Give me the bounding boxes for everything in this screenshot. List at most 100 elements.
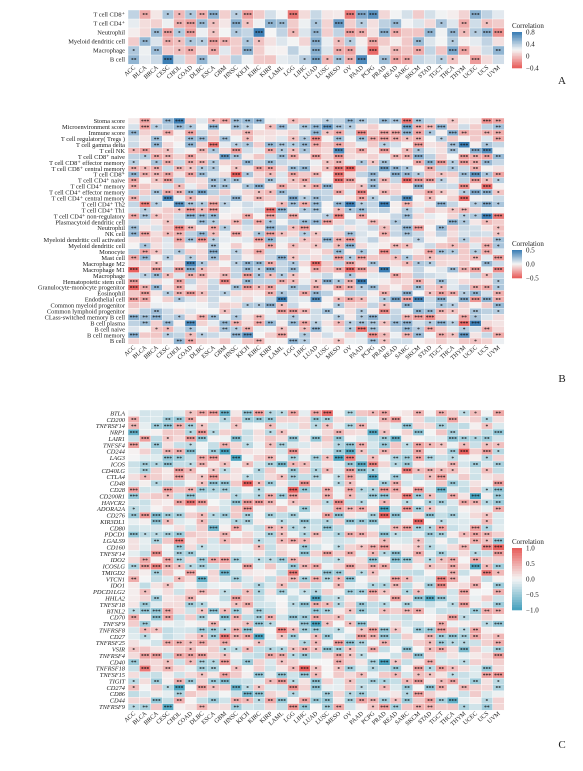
heatmap-cell [287,422,300,430]
heatmap-cell [332,195,345,202]
heatmap-cell [173,633,186,641]
heatmap-cell [435,537,448,545]
significance-mark: ** [142,40,148,46]
heatmap-cell [389,290,402,297]
significance-mark: * [326,131,329,137]
heatmap-cell [446,18,459,29]
heatmap-cell [218,620,231,628]
heatmap-cell [458,428,471,436]
heatmap-cell [241,337,254,345]
heatmap-cell [161,45,174,56]
heatmap-cell [367,165,380,172]
heatmap-cell [481,36,493,47]
heatmap-cell [150,18,163,29]
heatmap-cell [321,266,334,274]
heatmap-cell [298,448,311,456]
heatmap-cell [298,511,311,519]
heatmap-cell [492,690,505,698]
heatmap-cell [344,499,357,507]
heatmap-cell [355,36,368,47]
heatmap-cell [275,639,288,647]
heatmap-cell [310,582,323,590]
heatmap-cell [332,460,345,468]
heatmap-cell [161,284,174,291]
heatmap-cell [492,703,505,711]
heatmap-cell [253,703,266,711]
heatmap-cell [389,266,402,274]
heatmap-cell [161,505,174,513]
heatmap-cell [298,153,311,161]
heatmap-cell [332,422,345,430]
heatmap-cell [207,499,220,507]
heatmap-cell [230,569,243,577]
significance-mark: *** [346,31,355,37]
heatmap-cell [310,658,323,666]
panel-letter: A [558,75,566,87]
heatmap-cell [127,633,140,641]
heatmap-cell [287,123,300,131]
heatmap-cell [241,147,254,155]
heatmap-cell [275,454,288,462]
heatmap-cell [127,9,140,20]
heatmap-cell [435,195,448,202]
heatmap-cell [458,556,471,564]
heatmap-cell [241,556,254,564]
significance-mark: *** [471,13,480,19]
heatmap-cell [218,9,231,20]
heatmap-cell [412,230,425,238]
heatmap-cell [367,652,380,660]
heatmap-cell [355,153,368,161]
heatmap-cell [355,658,368,666]
heatmap-cell [207,195,220,202]
heatmap-cell [275,435,288,443]
legend-gradient-step [512,62,522,64]
heatmap-cell [378,236,391,244]
significance-mark: ** [450,31,456,37]
heatmap-cell [127,524,140,532]
heatmap-cell [264,9,277,20]
heatmap-cell [344,626,357,634]
heatmap-cell [139,582,152,590]
heatmap-cell [446,658,459,666]
significance-mark: ** [222,40,228,46]
heatmap-cell [218,147,231,155]
heatmap-cell [298,272,311,279]
heatmap-cell [127,588,140,596]
heatmap-cell [458,9,471,20]
heatmap-cell [446,254,459,262]
heatmap-cell [355,562,368,570]
heatmap-cell [435,601,448,609]
heatmap-cell [435,690,448,698]
heatmap-cell [184,177,197,184]
heatmap-cell [196,129,209,137]
heatmap-cell [173,703,186,711]
heatmap-cell [207,575,220,583]
heatmap-cell [196,582,209,590]
heatmap-cell [355,45,368,56]
heatmap-cell [332,677,345,685]
significance-mark: *** [403,125,412,131]
heatmap-cell [298,467,311,475]
row-labels: T cell CD8⁺T cell CD4⁺NeutrophilMyeloid … [68,12,125,64]
legend-gradient-step [512,38,522,40]
heatmap-cell [355,224,368,232]
heatmap-cell [161,575,174,583]
heatmap-cell [253,296,266,303]
heatmap-cell [139,441,152,449]
legend-gradient-step [512,51,522,54]
heatmap-cell [161,201,174,208]
legend-gradient-step [512,597,522,600]
heatmap-cell [481,658,493,666]
heatmap-cell [401,189,414,196]
heatmap-cell [446,153,459,161]
heatmap-cell [389,177,402,184]
heatmap-cell [161,135,174,143]
heatmap-cell [275,594,288,602]
heatmap-cell [139,337,152,345]
heatmap-cell [264,588,277,596]
heatmap-cell [161,601,174,609]
heatmap-cell [264,537,277,545]
significance-mark: ** [245,119,251,125]
heatmap-cell [446,594,459,602]
heatmap-cell [321,473,334,481]
